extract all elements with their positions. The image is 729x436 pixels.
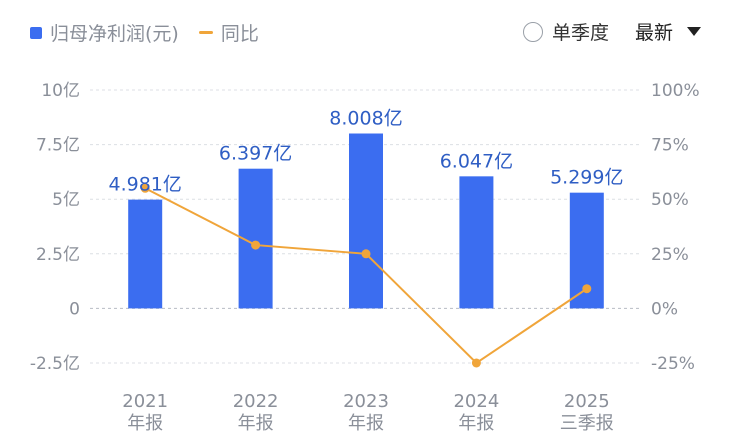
y-left-tick-label: 2.5亿 xyxy=(36,245,80,265)
y-right-tick-label: 25% xyxy=(651,245,689,265)
y-right-tick-label: 100% xyxy=(651,81,700,101)
y-left-tick-label: -2.5亿 xyxy=(30,354,80,374)
legend-line-swatch xyxy=(198,31,213,34)
yoy-point xyxy=(582,284,592,294)
y-right-tick-label: 50% xyxy=(651,190,689,210)
period-dropdown[interactable]: 最新 xyxy=(634,22,673,44)
x-tick-label: 三季报 xyxy=(560,413,614,434)
legend-item-yoy[interactable]: 同比 xyxy=(198,19,259,46)
x-tick-label: 2021 xyxy=(122,391,168,412)
x-tick-label: 2024 xyxy=(453,391,499,412)
x-tick-label: 年报 xyxy=(348,413,384,434)
bar-value-label: 5.299亿 xyxy=(550,167,623,189)
yoy-point xyxy=(140,183,150,193)
x-tick-label: 2023 xyxy=(343,391,389,412)
bar-value-label: 6.047亿 xyxy=(440,150,513,172)
x-tick-label: 2022 xyxy=(233,391,279,412)
bar xyxy=(128,199,163,309)
yoy-point xyxy=(251,240,261,250)
quarterly-radio-label[interactable]: 单季度 xyxy=(551,22,609,44)
y-right-tick-label: 75% xyxy=(651,136,689,156)
y-left-tick-label: 5亿 xyxy=(52,190,80,210)
bar xyxy=(349,133,383,309)
bar-value-label: 4.981亿 xyxy=(108,174,181,196)
y-right-tick-label: 0% xyxy=(651,299,678,319)
legend-label-net-profit: 归母净利润(元) xyxy=(50,23,179,45)
bar xyxy=(459,176,494,309)
bar-value-label: 8.008亿 xyxy=(329,108,402,130)
yoy-point xyxy=(361,249,371,259)
y-right-tick-label: -25% xyxy=(651,354,695,374)
x-tick-label: 2025 xyxy=(564,391,610,412)
bar-value-label: 6.397亿 xyxy=(219,143,292,165)
chart-legend: 归母净利润(元) 同比 xyxy=(30,19,279,46)
y-left-tick-label: 7.5亿 xyxy=(36,136,80,156)
legend-bar-swatch xyxy=(30,26,42,39)
quarterly-radio[interactable] xyxy=(522,21,543,42)
chart-controls: 单季度 最新 xyxy=(522,18,701,45)
legend-item-net-profit[interactable]: 归母净利润(元) xyxy=(30,19,179,46)
x-tick-label: 年报 xyxy=(238,413,274,434)
y-left-tick-label: 0 xyxy=(69,299,80,319)
x-tick-label: 年报 xyxy=(127,413,163,434)
yoy-point xyxy=(471,358,481,368)
x-tick-label: 年报 xyxy=(458,413,494,434)
legend-label-yoy: 同比 xyxy=(220,23,259,45)
chevron-down-icon[interactable] xyxy=(687,27,701,36)
y-left-tick-label: 10亿 xyxy=(41,81,80,101)
